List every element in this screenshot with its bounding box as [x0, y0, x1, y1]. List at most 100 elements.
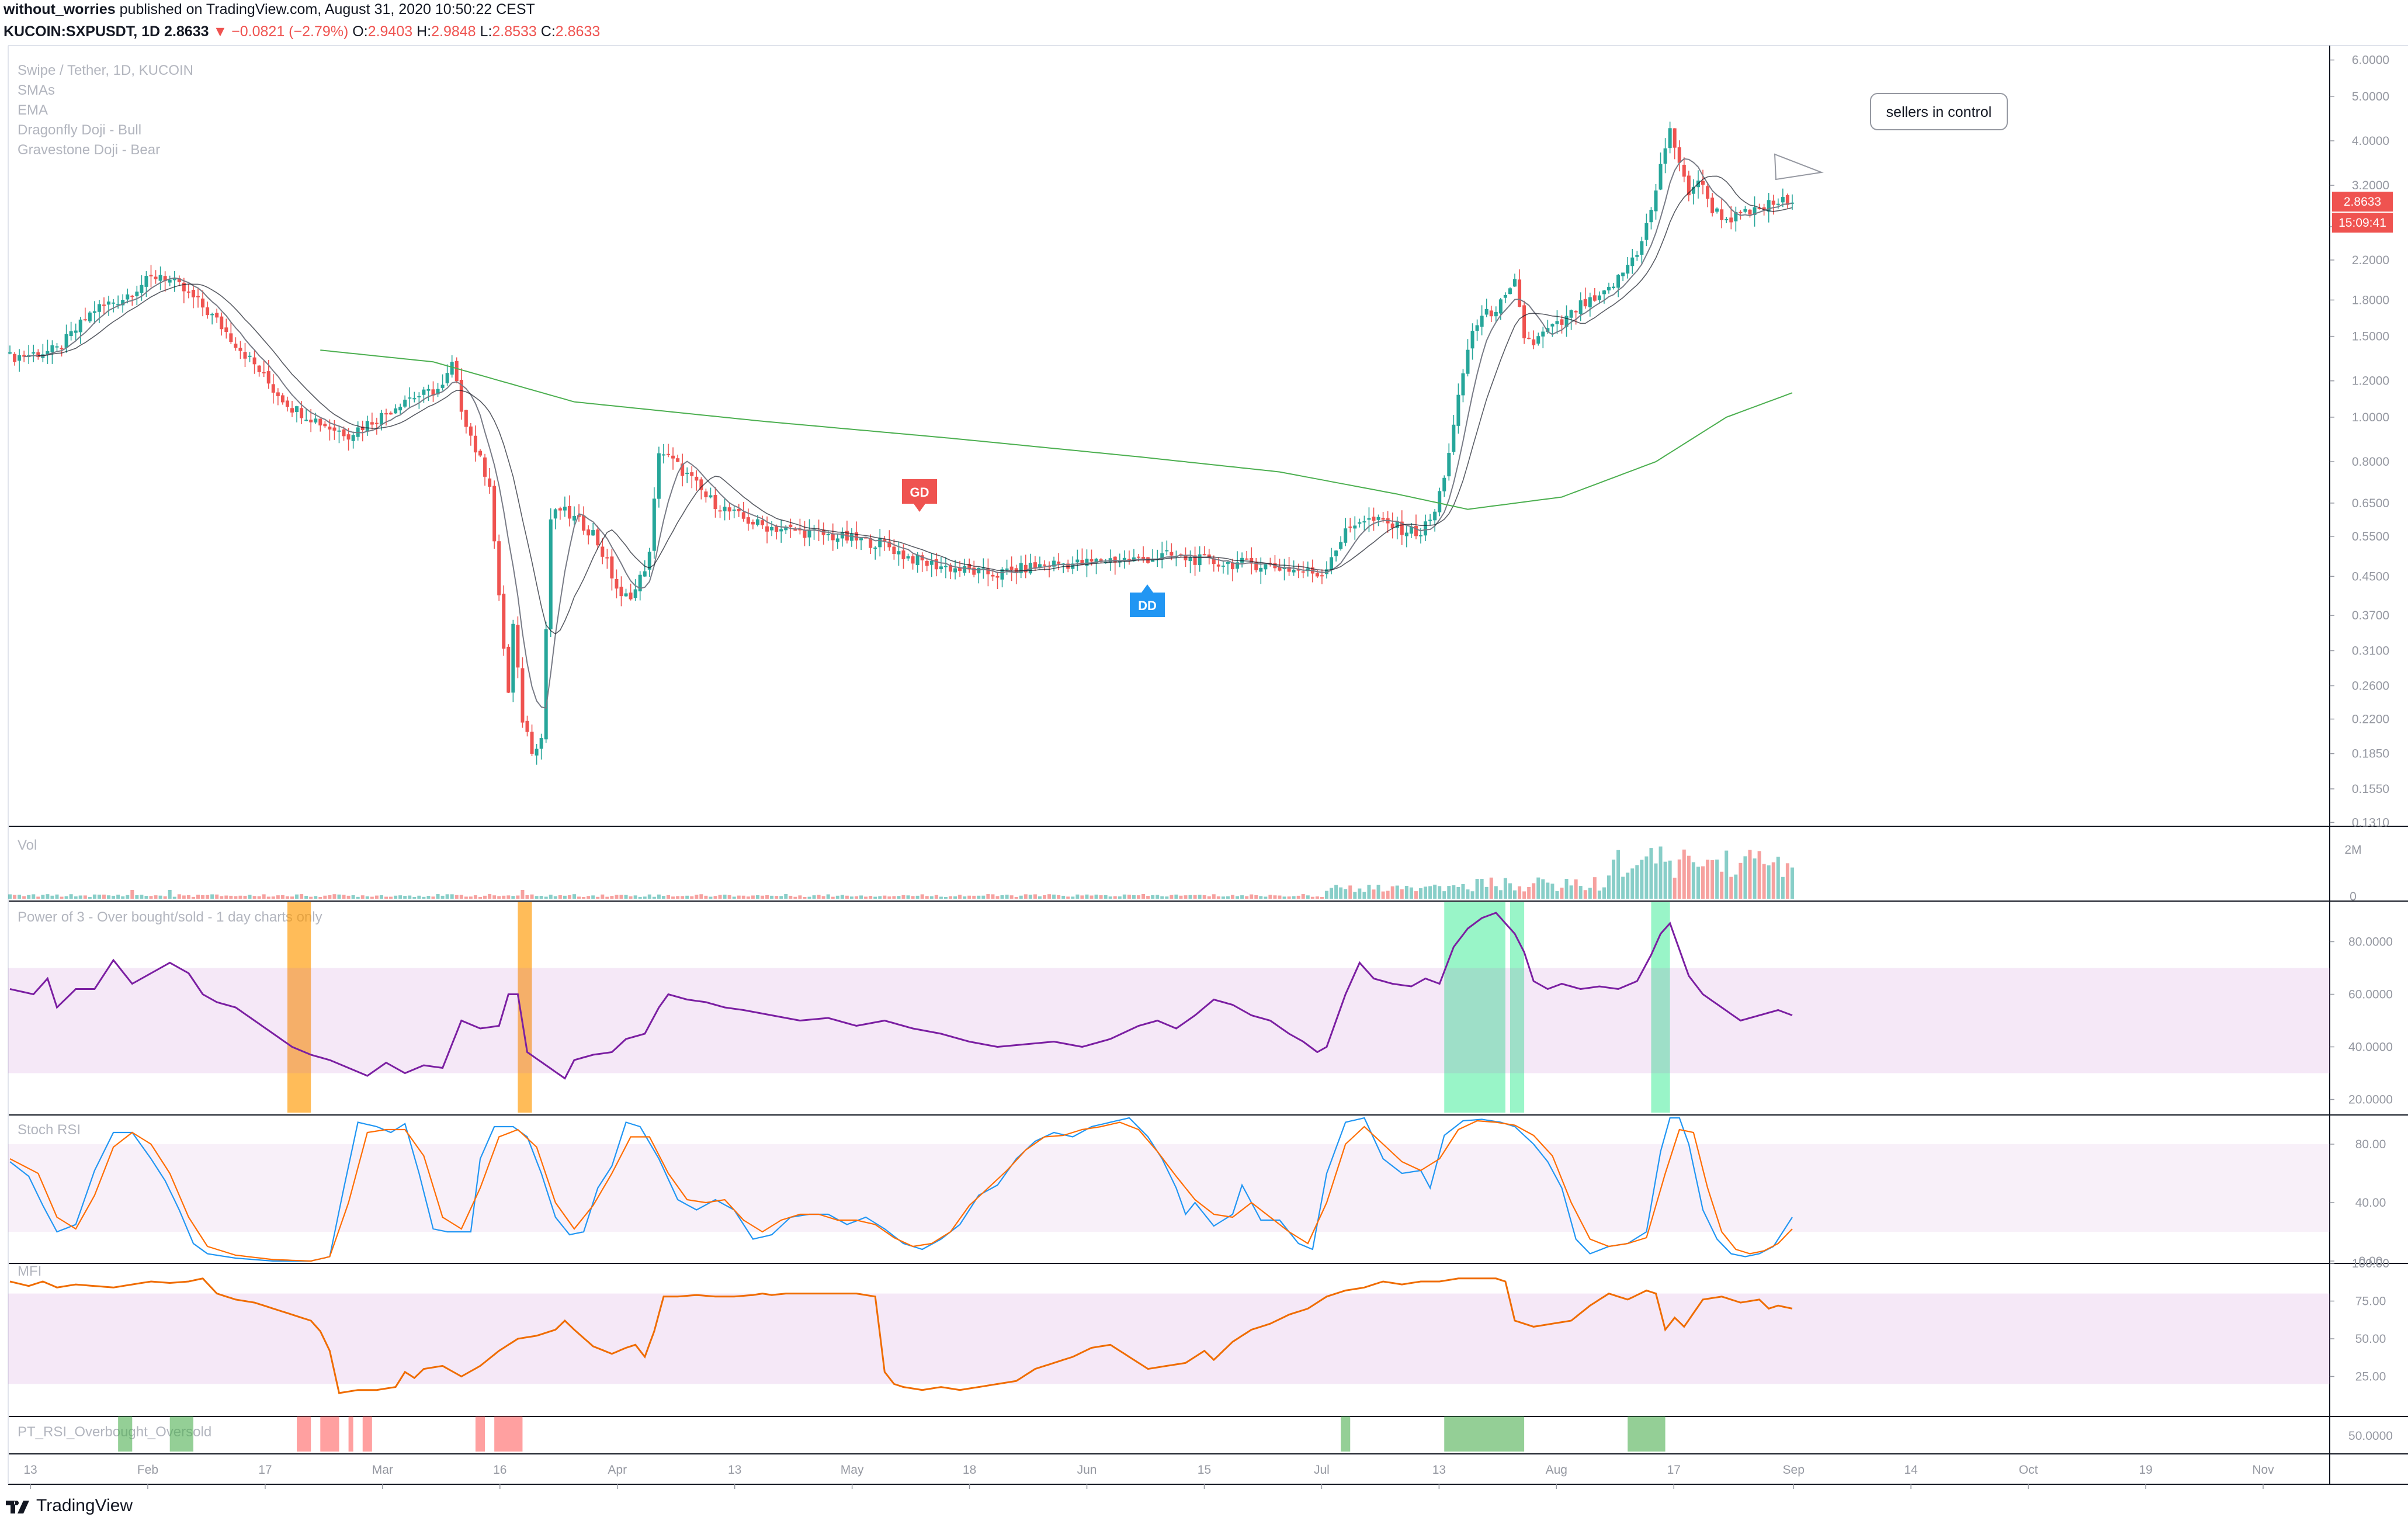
volume-bar — [1494, 886, 1498, 899]
candle-body — [741, 512, 745, 519]
stoch-pane-label[interactable]: Stoch RSI — [18, 1122, 81, 1138]
volume-bar — [1597, 891, 1601, 899]
candle-body — [572, 515, 576, 521]
volume-bar — [182, 895, 186, 899]
publisher-name[interactable]: without_worries — [4, 1, 116, 18]
candle-body — [629, 593, 633, 600]
volume-bar — [897, 896, 901, 899]
volume-bar — [751, 895, 755, 899]
candle-body — [1663, 148, 1667, 164]
volume-bar — [1673, 877, 1677, 899]
volume-bar — [699, 894, 703, 899]
candle-body — [1710, 198, 1715, 213]
volume-bar — [454, 895, 459, 899]
volume-bar — [1019, 895, 1023, 899]
volume-bar — [784, 894, 788, 899]
volume-bar — [1720, 871, 1724, 899]
symbol-label[interactable]: KUCOIN:SXPUSDT, 1D — [4, 23, 161, 40]
legend-dragonfly[interactable]: Dragonfly Doji - Bull — [18, 122, 142, 138]
volume-bar — [469, 896, 473, 899]
candle-body — [1052, 560, 1056, 567]
candle-body — [1522, 305, 1526, 338]
volume-bar — [652, 896, 656, 899]
volume-bar — [1677, 859, 1681, 899]
candle-body — [929, 560, 934, 565]
candle-body — [567, 505, 571, 519]
volume-bar — [929, 896, 934, 899]
volume-bar — [337, 894, 341, 899]
volume-bar — [1753, 858, 1757, 899]
power3-pane-label[interactable]: Power of 3 - Over bought/sold - 1 day ch… — [18, 909, 322, 925]
volume-bar — [1663, 861, 1667, 899]
volume-bar — [1094, 894, 1098, 899]
dd-marker[interactable] — [1130, 584, 1165, 617]
mfi-pane-label[interactable]: MFI — [18, 1263, 42, 1279]
candle-body — [172, 278, 176, 280]
candle-body — [497, 541, 501, 595]
candle-body — [149, 275, 153, 277]
candle-body — [1127, 559, 1131, 561]
legend-ema[interactable]: EMA — [18, 102, 48, 118]
candle-body — [1569, 310, 1573, 318]
candle-body — [191, 289, 195, 297]
legend-smas[interactable]: SMAs — [18, 82, 55, 98]
volume-bar — [892, 896, 896, 899]
volume-bar — [1250, 894, 1254, 899]
volume-bar — [74, 896, 78, 899]
candle-body — [1466, 349, 1470, 374]
volume-bar — [667, 895, 670, 899]
volume-bar — [1212, 894, 1216, 899]
volume-bar — [835, 895, 839, 899]
volume-bar — [1682, 849, 1686, 899]
candle-body — [379, 413, 383, 425]
candle-body — [436, 389, 440, 394]
candle-body — [765, 526, 769, 532]
oscillator-band — [8, 968, 2330, 1073]
candle-body — [248, 355, 252, 357]
legend-title[interactable]: Swipe / Tether, 1D, KUCOIN — [18, 63, 194, 78]
volume-bar — [473, 895, 477, 899]
candle-body — [1400, 521, 1404, 535]
gd-marker[interactable] — [902, 479, 937, 512]
volume-bar — [1198, 895, 1202, 899]
volume-bar — [661, 896, 665, 899]
legend-gravestone[interactable]: Gravestone Doji - Bear — [18, 142, 161, 158]
candle-body — [1160, 553, 1164, 560]
candle-body — [1339, 542, 1343, 549]
volume-bar — [417, 895, 421, 899]
volume-bar — [78, 895, 82, 899]
candle-body — [1691, 186, 1695, 194]
candle-body — [1419, 535, 1422, 536]
volume-bar — [1325, 891, 1328, 899]
volume-bar — [60, 896, 64, 899]
volume-bar — [1390, 886, 1394, 899]
annotation-box[interactable] — [1870, 93, 2008, 130]
vol-pane-label[interactable]: Vol — [18, 837, 37, 853]
sma-short-line — [24, 158, 1793, 709]
candle-body — [859, 538, 863, 541]
price-tick-label: 3.2000 — [2352, 179, 2389, 192]
volume-bar — [873, 896, 877, 899]
volume-bar — [1052, 894, 1056, 899]
candle-body — [1424, 521, 1428, 536]
volume-bar — [925, 896, 929, 899]
volume-bar — [746, 896, 750, 899]
price-badge — [2332, 192, 2393, 212]
volume-bar — [379, 895, 383, 899]
candle-body — [32, 352, 36, 354]
volume-bar — [422, 896, 426, 899]
volume-bar — [140, 895, 144, 899]
time-badge-text: 15:09:41 — [2338, 216, 2386, 230]
candle-body — [1381, 518, 1385, 520]
candle-body — [539, 738, 543, 749]
volume-bar — [1574, 879, 1578, 899]
candle-body — [1649, 209, 1653, 223]
volume-bar — [1433, 884, 1437, 899]
candle-body — [525, 721, 529, 732]
candle-body — [469, 426, 473, 436]
volume-bar — [1071, 896, 1075, 899]
volume-bar — [695, 895, 699, 899]
candle-body — [690, 472, 694, 476]
candle-body — [671, 455, 675, 459]
